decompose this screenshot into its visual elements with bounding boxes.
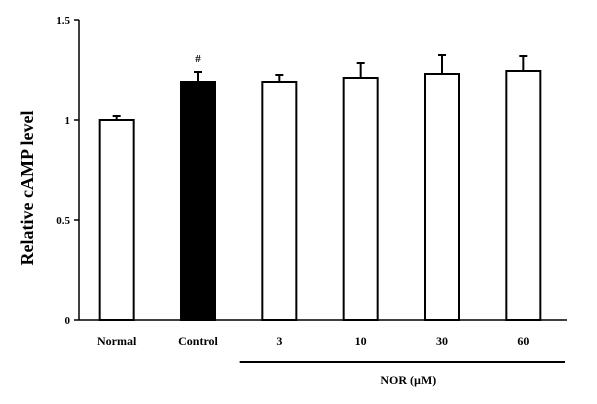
x-tick-label: 10 [355,334,367,348]
category-labels: Normal Control 3 10 30 60 [97,334,529,348]
y-tick-label: 0 [65,315,71,327]
y-ticks: 0 0.5 1 1.5 [56,15,79,327]
x-tick-label: 60 [517,334,529,348]
annotations: # [195,53,201,65]
y-axis-label: Relative cAMP level [17,111,37,266]
bar-normal [98,119,135,321]
x-tick-label: 3 [276,334,282,348]
y-tick-label: 1 [65,115,71,127]
x-tick-label: Control [178,334,218,348]
y-tick-label: 0.5 [56,215,70,227]
y-tick-label: 1.5 [56,15,70,27]
significance-marker: # [195,53,201,65]
bar-10 [342,77,379,321]
bar-60 [505,70,542,321]
bars [98,70,542,321]
bar-30 [424,73,460,321]
x-tick-label: 30 [436,334,448,348]
bar-3 [261,81,298,321]
bar-control [180,81,216,321]
x-tick-label: Normal [97,334,137,348]
error-bars [112,54,528,120]
group-label: NOR (µM) [380,373,436,387]
